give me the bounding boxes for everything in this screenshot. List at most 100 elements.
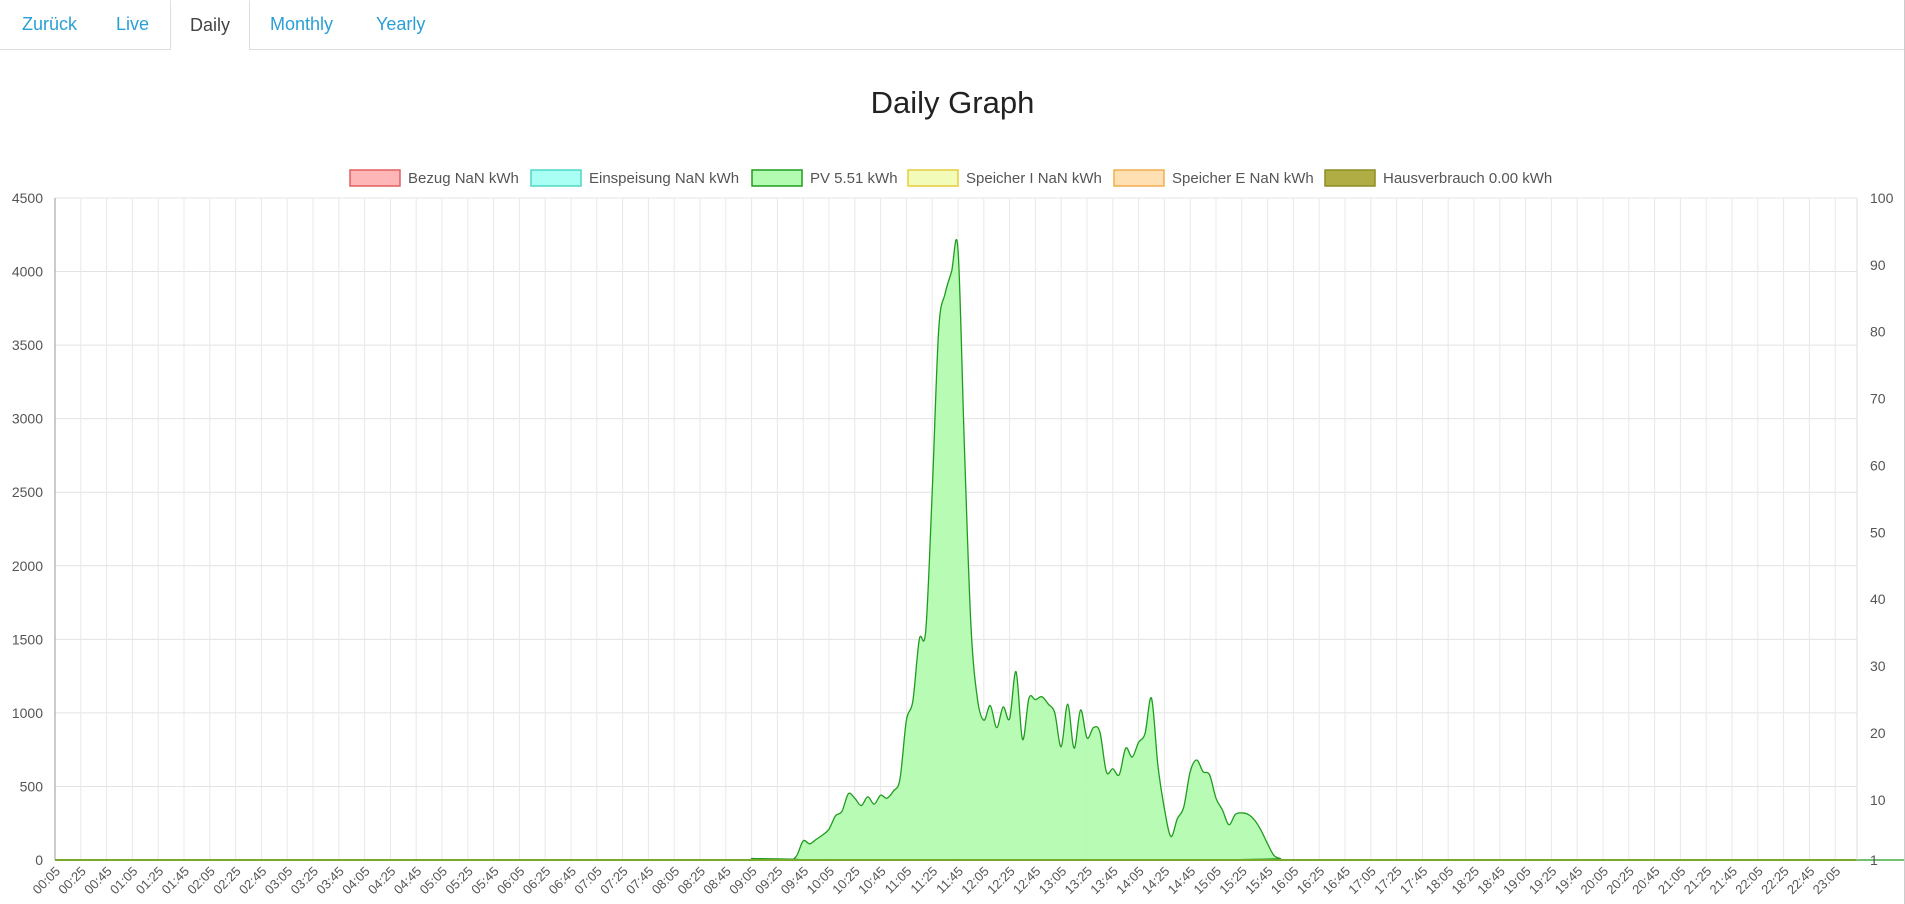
pv-area bbox=[55, 239, 1905, 861]
legend-label: Hausverbrauch 0.00 kWh bbox=[1383, 170, 1552, 187]
legend-item[interactable]: Einspeisung NaN kWh bbox=[530, 169, 739, 187]
x-tick-label: 14:25 bbox=[1139, 864, 1173, 898]
x-tick-label: 02:25 bbox=[210, 864, 244, 898]
y-tick-label: 4000 bbox=[12, 264, 43, 280]
tab-live[interactable]: Live bbox=[116, 14, 150, 34]
x-tick-label: 08:25 bbox=[675, 864, 709, 898]
x-tick-label: 17:05 bbox=[1345, 864, 1379, 898]
x-tick-label: 22:25 bbox=[1758, 864, 1792, 898]
x-tick-label: 12:05 bbox=[958, 864, 992, 898]
x-tick-label: 04:45 bbox=[391, 864, 425, 898]
legend-item[interactable]: Bezug NaN kWh bbox=[349, 169, 519, 187]
x-tick-label: 00:45 bbox=[81, 864, 115, 898]
y2-tick-label: 20 bbox=[1870, 725, 1886, 741]
x-tick-label: 14:05 bbox=[1113, 864, 1147, 898]
x-tick-label: 02:05 bbox=[184, 864, 218, 898]
y2-tick-label: 80 bbox=[1870, 324, 1886, 340]
y2-tick-label: 70 bbox=[1870, 391, 1886, 407]
y-tick-label: 1500 bbox=[12, 631, 43, 647]
x-tick-label: 01:05 bbox=[107, 864, 141, 898]
x-tick-label: 15:05 bbox=[1191, 864, 1225, 898]
x-tick-label: 09:25 bbox=[752, 864, 786, 898]
tab-yearly[interactable]: Yearly bbox=[376, 14, 426, 34]
x-tick-label: 13:05 bbox=[1036, 864, 1070, 898]
x-tick-label: 16:05 bbox=[1268, 864, 1302, 898]
x-tick-label: 18:05 bbox=[1423, 864, 1457, 898]
y-tick-label: 2000 bbox=[12, 558, 43, 574]
x-tick-label: 12:25 bbox=[984, 864, 1018, 898]
y-tick-label: 2500 bbox=[12, 484, 43, 500]
x-tick-label: 06:25 bbox=[520, 864, 554, 898]
x-tick-label: 13:25 bbox=[1062, 864, 1096, 898]
x-tick-label: 07:05 bbox=[571, 864, 605, 898]
x-tick-label: 10:25 bbox=[829, 864, 863, 898]
x-tick-label: 03:45 bbox=[313, 864, 347, 898]
legend-swatch bbox=[1113, 169, 1165, 187]
legend-item[interactable]: Speicher I NaN kWh bbox=[907, 169, 1102, 187]
series-layer bbox=[55, 239, 1905, 861]
x-tick-label: 11:05 bbox=[882, 864, 915, 897]
y2-tick-label: 40 bbox=[1870, 591, 1886, 607]
x-tick-label: 06:05 bbox=[494, 864, 528, 898]
x-tick-label: 17:45 bbox=[1397, 864, 1431, 898]
x-tick-label: 02:45 bbox=[236, 864, 270, 898]
x-tick-label: 20:25 bbox=[1603, 864, 1637, 898]
y-tick-label: 3000 bbox=[12, 411, 43, 427]
legend-label: Bezug NaN kWh bbox=[408, 170, 519, 187]
y-tick-label: 500 bbox=[20, 778, 44, 794]
pv-line bbox=[55, 239, 1905, 861]
legend-item[interactable]: Speicher E NaN kWh bbox=[1113, 169, 1314, 187]
y2-tick-label: 30 bbox=[1870, 658, 1886, 674]
x-tick-label: 16:25 bbox=[1294, 864, 1328, 898]
x-tick-label: 15:45 bbox=[1242, 864, 1276, 898]
x-tick-label: 05:25 bbox=[442, 864, 476, 898]
x-tick-label: 03:25 bbox=[288, 864, 322, 898]
x-tick-label: 10:45 bbox=[855, 864, 889, 898]
x-tick-label: 20:05 bbox=[1578, 864, 1612, 898]
x-tick-label: 10:05 bbox=[804, 864, 838, 898]
x-tick-label: 20:45 bbox=[1629, 864, 1663, 898]
x-tick-label: 21:05 bbox=[1655, 864, 1689, 898]
y2-tick-label: 1 bbox=[1870, 852, 1878, 868]
tab-monthly[interactable]: Monthly bbox=[270, 14, 334, 34]
x-tick-label: 22:05 bbox=[1732, 864, 1766, 898]
x-tick-label: 04:25 bbox=[365, 864, 399, 898]
x-tick-label: 07:25 bbox=[597, 864, 631, 898]
legend-item[interactable]: PV 5.51 kWh bbox=[751, 169, 898, 187]
x-tick-label: 21:45 bbox=[1707, 864, 1741, 898]
x-tick-label: 12:45 bbox=[1010, 864, 1044, 898]
x-tick-label: 01:45 bbox=[159, 864, 193, 898]
y-tick-label: 0 bbox=[35, 852, 43, 868]
legend-label: Speicher I NaN kWh bbox=[966, 170, 1102, 187]
x-tick-label: 03:05 bbox=[262, 864, 296, 898]
legend-label: Einspeisung NaN kWh bbox=[589, 170, 739, 187]
x-tick-label: 08:05 bbox=[649, 864, 683, 898]
legend-swatch bbox=[1324, 169, 1376, 187]
legend-swatch bbox=[530, 169, 582, 187]
x-tick-label: 18:25 bbox=[1449, 864, 1483, 898]
x-tick-label: 17:25 bbox=[1371, 864, 1405, 898]
x-tick-label: 05:45 bbox=[468, 864, 502, 898]
x-tick-label: 11:45 bbox=[933, 864, 966, 897]
x-tick-label: 00:05 bbox=[30, 864, 64, 898]
tab-back[interactable]: Zurück bbox=[22, 14, 78, 34]
x-tick-label: 13:45 bbox=[1087, 864, 1121, 898]
tab-daily[interactable]: Daily bbox=[170, 0, 251, 50]
x-tick-label: 08:45 bbox=[700, 864, 734, 898]
y-tick-label: 1000 bbox=[12, 705, 43, 721]
legend: Bezug NaN kWh Einspeisung NaN kWh PV 5.51 … bbox=[349, 169, 1552, 187]
legend-item[interactable]: Hausverbrauch 0.00 kWh bbox=[1324, 169, 1552, 187]
x-tick-label: 18:45 bbox=[1474, 864, 1508, 898]
x-tick-label: 19:45 bbox=[1552, 864, 1586, 898]
x-tick-label: 00:25 bbox=[55, 864, 89, 898]
legend-swatch bbox=[751, 169, 803, 187]
x-tick-label: 19:05 bbox=[1500, 864, 1534, 898]
x-tick-label: 11:25 bbox=[907, 864, 940, 897]
x-tick-label: 07:45 bbox=[623, 864, 657, 898]
y2-tick-label: 60 bbox=[1870, 457, 1886, 473]
legend-swatch bbox=[907, 169, 959, 187]
x-tick-label: 23:05 bbox=[1810, 864, 1844, 898]
x-tick-label: 19:25 bbox=[1526, 864, 1560, 898]
legend-swatch bbox=[349, 169, 401, 187]
y2-tick-label: 100 bbox=[1870, 190, 1894, 206]
